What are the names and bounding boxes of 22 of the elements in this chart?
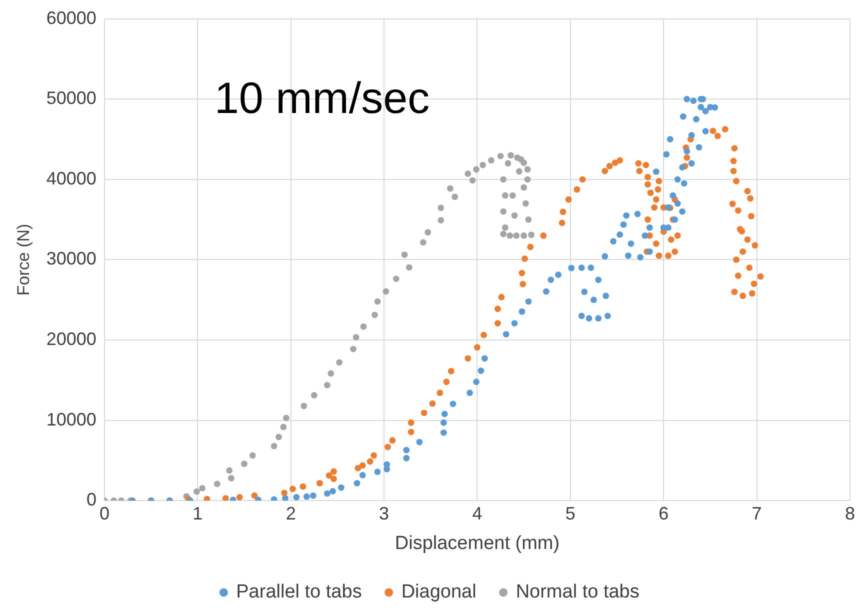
x-tick-label: 6	[658, 503, 669, 524]
x-tick-label: 5	[565, 503, 576, 524]
legend-label: Diagonal	[401, 582, 476, 603]
y-tick-label: 0	[86, 490, 96, 510]
y-tick-label: 50000	[46, 88, 96, 108]
y-tick-label: 30000	[46, 248, 96, 269]
y-tick-label: 10000	[46, 409, 96, 430]
x-tick-label: 2	[286, 503, 296, 524]
y-tick-label: 20000	[46, 328, 96, 349]
legend-label: Normal to tabs	[516, 582, 640, 603]
y-axis-title: Force (N)	[14, 224, 33, 296]
x-tick-label: 3	[379, 503, 390, 524]
x-tick-label: 4	[472, 503, 482, 524]
y-tick-label: 40000	[46, 168, 96, 188]
x-tick-label: 7	[752, 503, 762, 524]
x-tick-label: 1	[192, 503, 203, 524]
x-tick-label: 0	[99, 503, 110, 524]
y-tick-label: 60000	[46, 8, 96, 28]
x-tick-label: 8	[844, 503, 856, 524]
x-axis-title: Displacement (mm)	[394, 532, 560, 554]
annotation: 10 mm/sec	[214, 74, 430, 123]
legend-label: Parallel to tabs	[236, 582, 362, 603]
